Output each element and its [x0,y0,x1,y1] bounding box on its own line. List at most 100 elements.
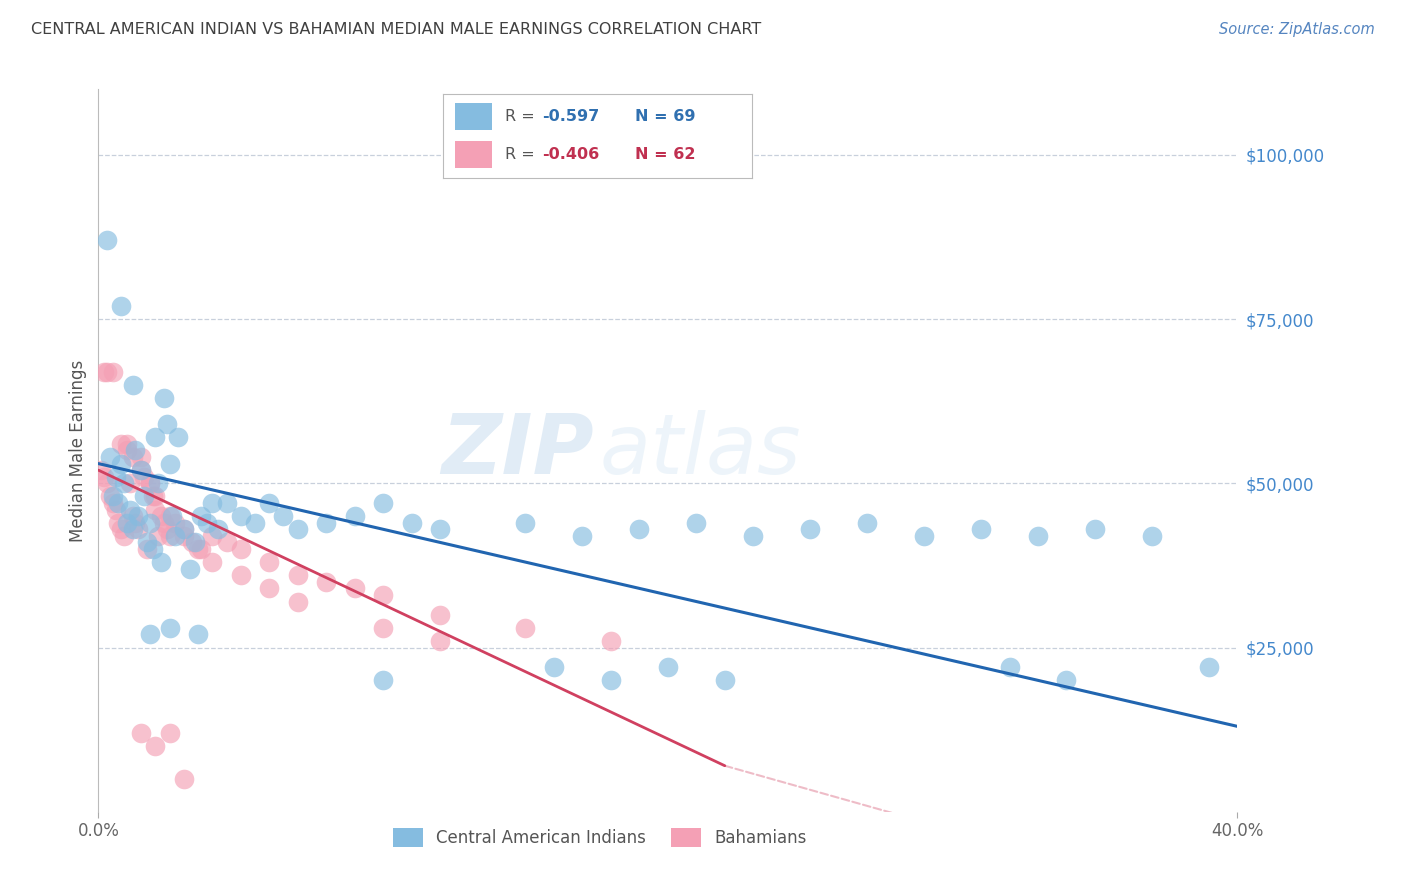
Point [259,582,281,596]
Point [343,582,366,596]
Point [138,476,160,491]
Point [115,516,138,530]
Point [118,476,141,491]
Point [287,522,309,536]
Point [315,574,337,589]
Point [141,490,163,504]
Point [373,673,395,688]
Point [129,463,152,477]
Point [165,529,187,543]
Point [150,509,173,524]
Point [110,299,132,313]
Point [150,555,173,569]
Point [121,509,143,524]
Point [145,430,167,444]
Point [112,529,135,543]
Point [429,522,451,536]
Text: R =: R = [505,109,540,124]
Point [373,621,395,635]
Point [110,457,132,471]
Point [162,509,184,524]
Point [1140,529,1163,543]
Text: atlas: atlas [599,410,801,491]
Point [1084,522,1107,536]
Point [98,450,121,464]
Point [121,377,143,392]
Point [187,627,209,641]
Point [124,443,146,458]
Point [165,516,187,530]
Point [187,541,209,556]
Point [229,568,252,582]
Point [657,660,679,674]
Point [145,739,167,753]
Point [401,516,423,530]
Point [110,437,132,451]
Point [173,522,195,536]
Point [181,535,204,549]
Point [124,516,146,530]
Text: N = 62: N = 62 [634,147,695,162]
Point [179,562,201,576]
Point [145,502,167,516]
Point [98,490,121,504]
Point [571,529,593,543]
Point [115,443,138,458]
Point [215,535,238,549]
Y-axis label: Median Male Earnings: Median Male Earnings [69,359,87,541]
Bar [456,103,492,130]
Point [135,535,157,549]
Point [156,522,179,536]
Point [101,365,124,379]
Point [856,516,879,530]
Point [96,233,118,247]
Point [201,555,224,569]
Point [912,529,935,543]
Point [132,490,155,504]
Point [373,496,395,510]
Point [148,476,170,491]
Point [104,502,127,516]
Point [141,541,163,556]
Text: -0.597: -0.597 [541,109,599,124]
Point [148,529,170,543]
Point [259,555,281,569]
Point [118,502,141,516]
Text: ZIP: ZIP [441,410,593,491]
Point [207,522,229,536]
Text: -0.406: -0.406 [541,147,599,162]
Point [159,509,181,524]
Point [429,634,451,648]
Point [127,509,149,524]
Point [515,621,537,635]
Point [121,450,143,464]
Point [243,516,266,530]
Point [173,772,195,786]
Point [184,535,207,549]
Point [190,541,212,556]
Point [628,522,651,536]
Point [287,568,309,582]
Point [110,522,132,536]
Point [121,522,143,536]
Point [229,509,252,524]
Point [273,509,295,524]
Point [153,391,176,405]
Point [600,673,623,688]
Point [129,463,152,477]
Point [135,541,157,556]
Point [190,509,212,524]
Point [195,516,218,530]
Point [101,496,124,510]
Point [115,437,138,451]
Point [159,621,181,635]
Point [112,476,135,491]
Point [159,529,181,543]
Bar [456,141,492,169]
Text: Source: ZipAtlas.com: Source: ZipAtlas.com [1219,22,1375,37]
Point [90,463,112,477]
Point [287,594,309,608]
Point [515,516,537,530]
Point [159,457,181,471]
Point [129,726,152,740]
